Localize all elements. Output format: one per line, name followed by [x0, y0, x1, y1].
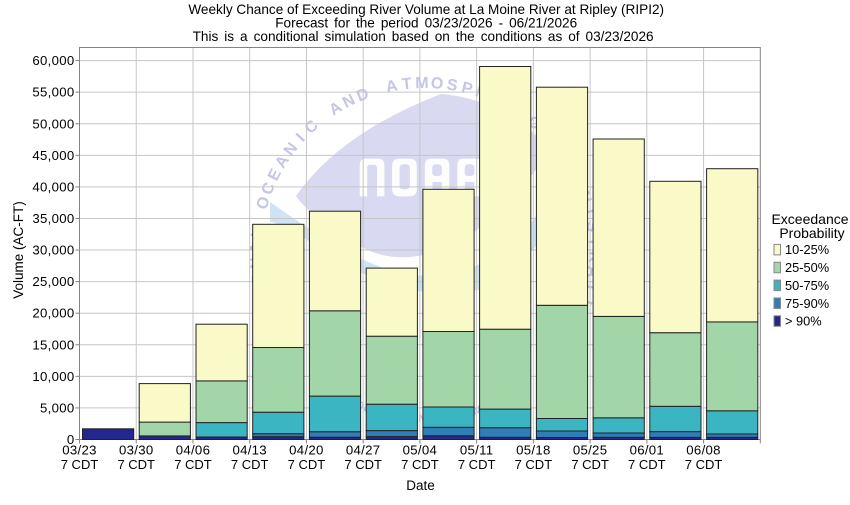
svg-text:04/20: 04/20: [289, 443, 324, 458]
svg-text:Date: Date: [406, 478, 435, 493]
svg-text:0: 0: [67, 432, 75, 447]
svg-text:05/25: 05/25: [573, 443, 608, 458]
svg-text:S: S: [445, 76, 459, 95]
svg-text:05/11: 05/11: [460, 443, 494, 458]
svg-text:55,000: 55,000: [32, 85, 74, 100]
svg-text:T: T: [401, 75, 413, 93]
svg-text:Probability: Probability: [779, 225, 844, 241]
svg-text:50-75%: 50-75%: [785, 278, 829, 293]
svg-text:Forecast for the period 03/23/: Forecast for the period 03/23/2026 - 06/…: [275, 16, 577, 31]
svg-text:03/30: 03/30: [119, 443, 154, 458]
svg-text:45,000: 45,000: [32, 148, 74, 163]
svg-text:Weekly Chance of Exceeding Riv: Weekly Chance of Exceeding River Volume …: [188, 2, 664, 17]
svg-text:04/13: 04/13: [232, 443, 267, 458]
svg-text:25-50%: 25-50%: [785, 260, 829, 275]
svg-text:20,000: 20,000: [32, 306, 74, 321]
svg-text:10,000: 10,000: [32, 369, 74, 384]
svg-text:40,000: 40,000: [32, 179, 74, 194]
svg-text:> 90%: > 90%: [785, 314, 822, 329]
svg-text:04/06: 04/06: [176, 443, 211, 458]
svg-text:7 CDT: 7 CDT: [685, 457, 723, 472]
svg-text:This is a conditional simulati: This is a conditional simulation based o…: [193, 29, 654, 44]
svg-text:06/01: 06/01: [630, 443, 665, 458]
svg-text:7 CDT: 7 CDT: [515, 457, 553, 472]
svg-text:25,000: 25,000: [32, 274, 74, 289]
svg-text:7 CDT: 7 CDT: [288, 457, 326, 472]
svg-text:30,000: 30,000: [32, 243, 74, 258]
svg-text:04/27: 04/27: [346, 443, 381, 458]
svg-text:P: P: [460, 79, 475, 98]
svg-text:15,000: 15,000: [32, 337, 74, 352]
svg-text:A: A: [384, 77, 399, 96]
svg-text:7 CDT: 7 CDT: [231, 457, 269, 472]
svg-text:7 CDT: 7 CDT: [174, 457, 212, 472]
svg-text:05/04: 05/04: [403, 443, 438, 458]
svg-text:7 CDT: 7 CDT: [344, 457, 382, 472]
svg-text:O: O: [254, 195, 274, 212]
svg-text:60,000: 60,000: [32, 53, 74, 68]
svg-text:7 CDT: 7 CDT: [458, 457, 496, 472]
svg-text:M: M: [415, 75, 429, 92]
svg-text:Volume (AC-FT): Volume (AC-FT): [11, 201, 26, 299]
svg-text:50,000: 50,000: [32, 116, 74, 131]
svg-text:05/18: 05/18: [516, 443, 551, 458]
svg-text:06/08: 06/08: [686, 443, 721, 458]
svg-text:7 CDT: 7 CDT: [571, 457, 609, 472]
svg-text:10-25%: 10-25%: [785, 242, 829, 257]
svg-text:I: I: [580, 208, 598, 216]
svg-text:Exceedance: Exceedance: [771, 211, 848, 227]
svg-text:7 CDT: 7 CDT: [61, 457, 99, 472]
svg-text:7 CDT: 7 CDT: [117, 457, 155, 472]
svg-text:O: O: [430, 75, 444, 93]
svg-text:7 CDT: 7 CDT: [401, 457, 439, 472]
svg-text:75-90%: 75-90%: [785, 296, 829, 311]
svg-text:5,000: 5,000: [40, 400, 75, 415]
svg-text:7 CDT: 7 CDT: [628, 457, 666, 472]
svg-text:03/23: 03/23: [62, 443, 97, 458]
svg-text:35,000: 35,000: [32, 211, 74, 226]
